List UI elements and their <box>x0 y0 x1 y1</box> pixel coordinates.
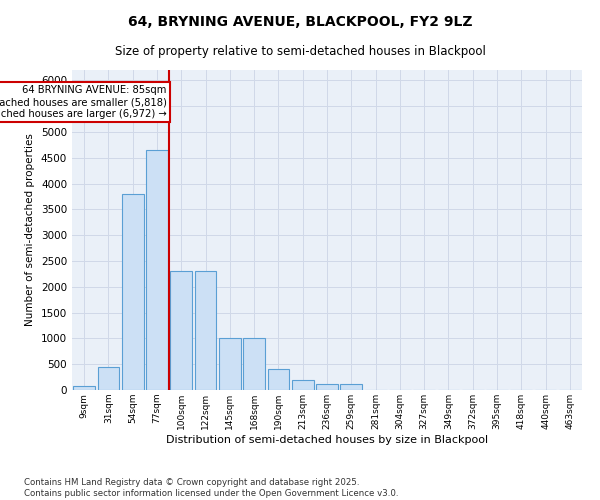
Text: 64, BRYNING AVENUE, BLACKPOOL, FY2 9LZ: 64, BRYNING AVENUE, BLACKPOOL, FY2 9LZ <box>128 15 472 29</box>
Text: Size of property relative to semi-detached houses in Blackpool: Size of property relative to semi-detach… <box>115 45 485 58</box>
Bar <box>194 272 217 390</box>
Bar <box>122 194 143 390</box>
Bar <box>316 384 338 390</box>
Bar <box>73 386 95 390</box>
Y-axis label: Number of semi-detached properties: Number of semi-detached properties <box>25 134 35 326</box>
Bar <box>292 380 314 390</box>
Bar <box>97 367 119 390</box>
Bar <box>170 272 192 390</box>
Bar <box>340 384 362 390</box>
X-axis label: Distribution of semi-detached houses by size in Blackpool: Distribution of semi-detached houses by … <box>166 434 488 444</box>
Bar <box>146 150 168 390</box>
Bar <box>268 370 289 390</box>
Bar <box>219 338 241 390</box>
Bar <box>243 338 265 390</box>
Text: 64 BRYNING AVENUE: 85sqm
← 45% of semi-detached houses are smaller (5,818)
54% o: 64 BRYNING AVENUE: 85sqm ← 45% of semi-d… <box>0 86 167 118</box>
Text: Contains HM Land Registry data © Crown copyright and database right 2025.
Contai: Contains HM Land Registry data © Crown c… <box>24 478 398 498</box>
